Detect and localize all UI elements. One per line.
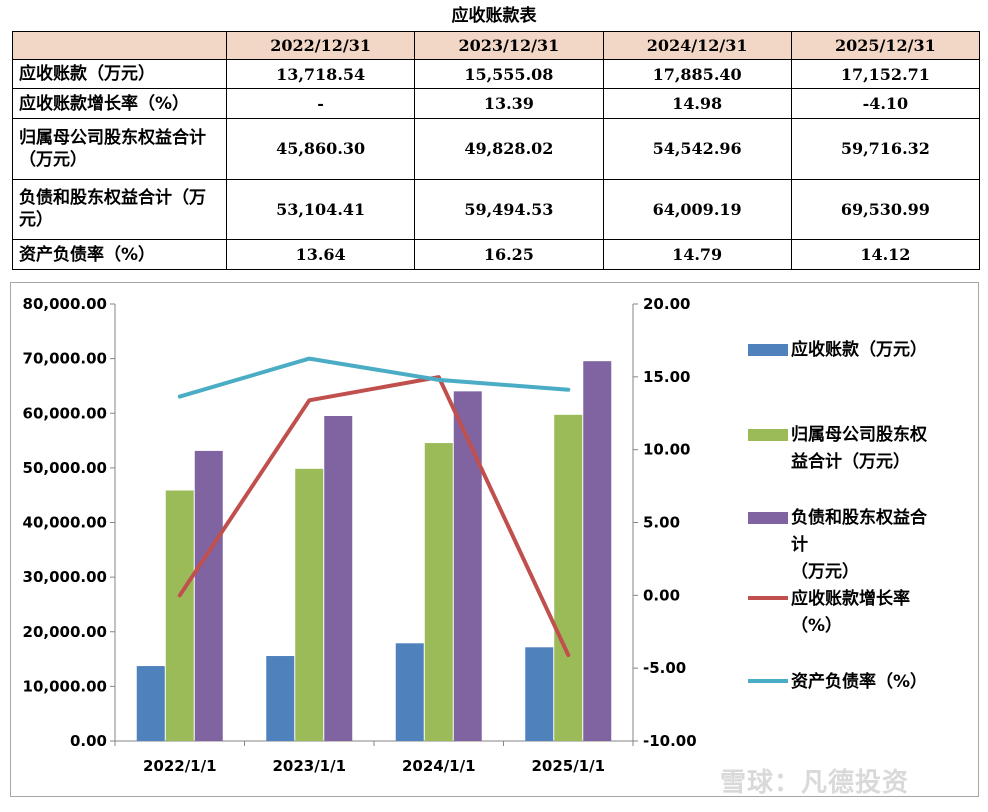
- legend-label: （万元）: [791, 561, 859, 582]
- legend-label: （%）: [791, 615, 842, 636]
- left-axis-tick-label: 80,000.00: [23, 295, 107, 313]
- table-cell: 53,104.41: [225, 178, 416, 241]
- bar: [194, 450, 223, 741]
- table-header-2022: 2022/12/31: [225, 31, 416, 60]
- row-label-debt-ratio: 资产负债率（%）: [12, 239, 227, 270]
- left-axis-tick-label: 50,000.00: [23, 459, 107, 477]
- x-axis-tick-label: 2022/1/1: [143, 757, 217, 775]
- combo-chart: 0.00 10,000.00 20,000.00 30,000.00 40,000.00…: [23, 295, 928, 775]
- table-row: 归属母公司股东权益合计（万元） 45,860.30 49,828.02 54,5…: [12, 118, 981, 180]
- left-axis-tick-label: 20,000.00: [23, 623, 107, 641]
- legend-swatch: [748, 344, 788, 356]
- bar: [395, 643, 424, 741]
- table-row: 负债和股东权益合计（万元） 53,104.41 59,494.53 64,009…: [12, 178, 981, 241]
- left-axis-tick-label: 10,000.00: [23, 677, 107, 695]
- table-cell: 14.79: [602, 239, 792, 270]
- table-cell: 14.98: [602, 88, 792, 120]
- table-cell: 16.25: [414, 239, 604, 270]
- left-axis-tick-label: 0.00: [70, 732, 107, 750]
- table-cell: 14.12: [790, 239, 981, 270]
- bar: [165, 490, 194, 741]
- row-label-total-liabilities-equity: 负债和股东权益合计（万元）: [12, 178, 227, 241]
- chart-frame: 0.00 10,000.00 20,000.00 30,000.00 40,000.00…: [10, 282, 979, 797]
- series-line: [177, 356, 571, 399]
- table-cell: -: [225, 88, 416, 120]
- row-label-equity: 归属母公司股东权益合计（万元）: [12, 118, 227, 180]
- bar: [324, 416, 353, 741]
- table-header-2023: 2023/12/31: [414, 31, 604, 60]
- table-title: 应收账款表: [451, 6, 537, 26]
- table-cell: 49,828.02: [414, 118, 604, 180]
- right-axis-tick-label: 5.00: [643, 514, 680, 532]
- right-axis-tick-label: 20.00: [643, 295, 690, 313]
- table-cell: 45,860.30: [225, 118, 416, 180]
- row-label-growth-rate: 应收账款增长率（%）: [12, 88, 227, 120]
- bar: [453, 391, 482, 741]
- table-row: 资产负债率（%） 13.64 16.25 14.79 14.12: [12, 239, 981, 270]
- bar: [583, 361, 612, 741]
- watermark-text: 雪球：凡德投资: [720, 768, 910, 798]
- left-axis-tick-label: 60,000.00: [23, 404, 107, 422]
- table-cell: 17,152.71: [790, 58, 981, 90]
- bar: [136, 666, 165, 741]
- x-axis-tick-label: 2025/1/1: [531, 757, 605, 775]
- receivables-table: 2022/12/31 2023/12/31 2024/12/31 2025/12…: [12, 31, 981, 270]
- bar: [266, 656, 295, 741]
- table-cell: 59,716.32: [790, 118, 981, 180]
- table-cell: 69,530.99: [790, 178, 981, 241]
- left-axis-tick-label: 40,000.00: [23, 514, 107, 532]
- legend-swatch: [748, 512, 788, 524]
- right-axis-tick-label: 15.00: [643, 368, 690, 386]
- legend-label: 负债和股东权益合: [791, 507, 928, 528]
- legend-label: 应收账款增长率: [791, 588, 910, 609]
- bar: [525, 647, 554, 741]
- table-header-corner: [12, 31, 227, 60]
- table-header-2024: 2024/12/31: [602, 31, 792, 60]
- table-row: 应收账款增长率（%） - 13.39 14.98 -4.10: [12, 88, 981, 120]
- table-cell: 59,494.53: [414, 178, 604, 241]
- legend-label: 资产负债率（%）: [791, 671, 927, 692]
- legend-label: 益合计（万元）: [791, 451, 910, 472]
- legend-swatch: [748, 429, 788, 441]
- legend-label: 计: [791, 534, 808, 555]
- legend-label: 应收账款（万元）: [791, 339, 927, 360]
- table-header-2025: 2025/12/31: [790, 31, 981, 60]
- x-axis-tick-label: 2023/1/1: [272, 757, 346, 775]
- x-axis-tick-label: 2024/1/1: [402, 757, 476, 775]
- table-cell: 54,542.96: [602, 118, 792, 180]
- bar: [554, 414, 583, 741]
- table-cell: 13.64: [225, 239, 416, 270]
- table-row: 应收账款（万元） 13,718.54 15,555.08 17,885.40 1…: [12, 58, 981, 90]
- table-cell: 64,009.19: [602, 178, 792, 241]
- right-axis-tick-label: 0.00: [643, 586, 680, 604]
- table-header-row: 2022/12/31 2023/12/31 2024/12/31 2025/12…: [12, 31, 981, 60]
- row-label-receivables: 应收账款（万元）: [12, 58, 227, 90]
- bar: [295, 468, 324, 741]
- table-cell: 13.39: [414, 88, 604, 120]
- series-line: [177, 375, 571, 658]
- right-axis-tick-label: -10.00: [643, 732, 697, 750]
- bar: [424, 443, 453, 741]
- table-cell: 17,885.40: [602, 58, 792, 90]
- right-axis-tick-label: -5.00: [643, 659, 686, 677]
- left-axis-tick-label: 30,000.00: [23, 568, 107, 586]
- table-cell: 13,718.54: [225, 58, 416, 90]
- table-cell: -4.10: [790, 88, 981, 120]
- left-axis-tick-label: 70,000.00: [23, 350, 107, 368]
- legend-label: 归属母公司股东权: [791, 424, 928, 445]
- table-cell: 15,555.08: [414, 58, 604, 90]
- right-axis-tick-label: 10.00: [643, 441, 690, 459]
